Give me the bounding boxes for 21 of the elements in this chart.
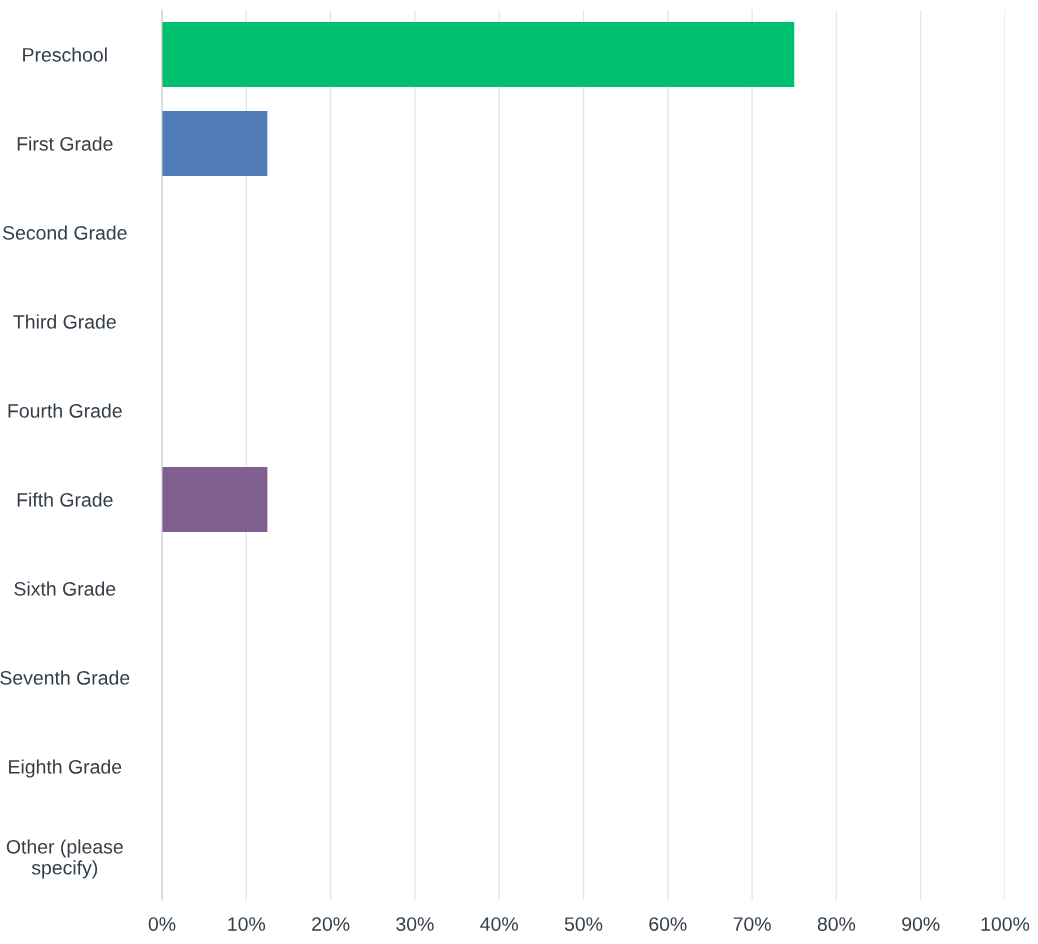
y-tick-label: Seventh Grade xyxy=(0,670,130,685)
x-tick-label: 80% xyxy=(817,917,856,931)
y-tick-label: Eighth Grade xyxy=(9,759,122,778)
y-tick-label: Sixth Grade xyxy=(14,581,116,596)
y-tick-label: Other (please specify) xyxy=(6,839,123,879)
x-tick-label: 70% xyxy=(733,917,771,931)
x-tick-label: 60% xyxy=(649,917,687,931)
x-tick-label: 0% xyxy=(148,917,176,931)
x-tick-label: 30% xyxy=(396,917,434,931)
x-tick-label: 90% xyxy=(902,917,940,931)
x-tick-label: 50% xyxy=(564,917,603,931)
x-tick-label: 10% xyxy=(228,917,266,931)
y-tick-label: Fifth Grade xyxy=(17,492,113,507)
y-tick-label: First Grade xyxy=(17,136,113,151)
y-tick-label: Fourth Grade xyxy=(8,403,122,418)
y-tick-label: Third Grade xyxy=(13,314,116,329)
y-tick-label: Second Grade xyxy=(2,225,127,240)
x-tick-label: 20% xyxy=(312,917,350,931)
y-tick-label: Preschool xyxy=(23,47,107,62)
x-tick-label: 40% xyxy=(480,917,518,931)
x-tick-label: 100% xyxy=(981,917,1030,931)
